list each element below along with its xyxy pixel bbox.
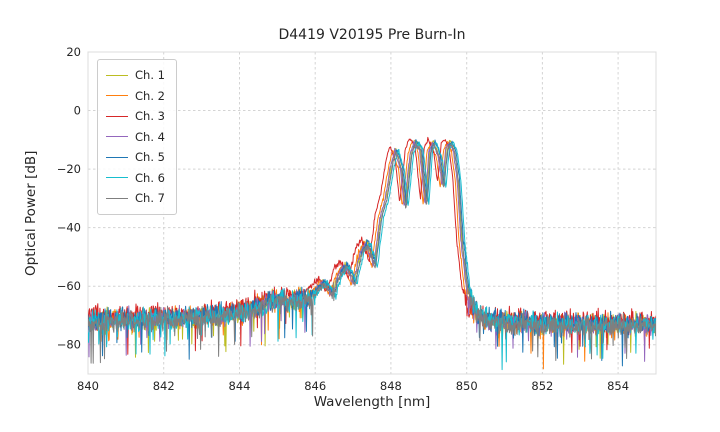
y-tick-label: 20 [66, 45, 81, 59]
legend-label: Ch. 1 [135, 68, 165, 83]
x-tick-label: 846 [304, 379, 326, 393]
x-tick-label: 842 [153, 379, 175, 393]
legend-line-swatch [106, 136, 128, 138]
x-tick-label: 844 [229, 379, 251, 393]
legend-item: Ch. 5 [106, 147, 165, 168]
legend-label: Ch. 6 [135, 170, 165, 185]
legend-label: Ch. 2 [135, 88, 165, 103]
legend-line-swatch [106, 74, 128, 76]
y-tick-label: −80 [57, 338, 81, 352]
legend-label: Ch. 5 [135, 150, 165, 165]
x-tick-label: 850 [456, 379, 478, 393]
chart-title: D4419 V20195 Pre Burn-In [278, 27, 466, 43]
plot-border [87, 51, 657, 375]
legend-line-swatch [106, 177, 128, 179]
legend-item: Ch. 1 [106, 65, 165, 86]
legend-label: Ch. 4 [135, 129, 165, 144]
series-line-ch-7 [88, 143, 656, 364]
x-tick-label: 840 [77, 379, 99, 393]
y-axis-label: Optical Power [dB] [23, 150, 39, 276]
legend-line-swatch [106, 115, 128, 117]
x-tick-label: 852 [531, 379, 553, 393]
legend-line-swatch [106, 95, 128, 97]
series-line-ch-3 [88, 136, 656, 355]
y-tick-label: −20 [57, 162, 81, 176]
legend-item: Ch. 6 [106, 168, 165, 189]
legend-line-swatch [106, 156, 128, 158]
x-tick-label: 848 [380, 379, 402, 393]
legend-label: Ch. 3 [135, 109, 165, 124]
legend-line-swatch [106, 197, 128, 199]
legend-item: Ch. 4 [106, 127, 165, 148]
y-tick-label: −40 [57, 221, 81, 235]
legend-item: Ch. 2 [106, 86, 165, 107]
legend-item: Ch. 7 [106, 188, 165, 209]
x-axis-label: Wavelength [nm] [313, 394, 431, 410]
legend: Ch. 1 Ch. 2 Ch. 3 Ch. 4 Ch. 5 Ch. 6 Ch. 7 [97, 59, 177, 215]
x-tick-label: 854 [607, 379, 629, 393]
legend-label: Ch. 7 [135, 191, 165, 206]
legend-item: Ch. 3 [106, 106, 165, 127]
y-tick-label: 0 [74, 104, 81, 118]
y-tick-label: −60 [57, 279, 81, 293]
